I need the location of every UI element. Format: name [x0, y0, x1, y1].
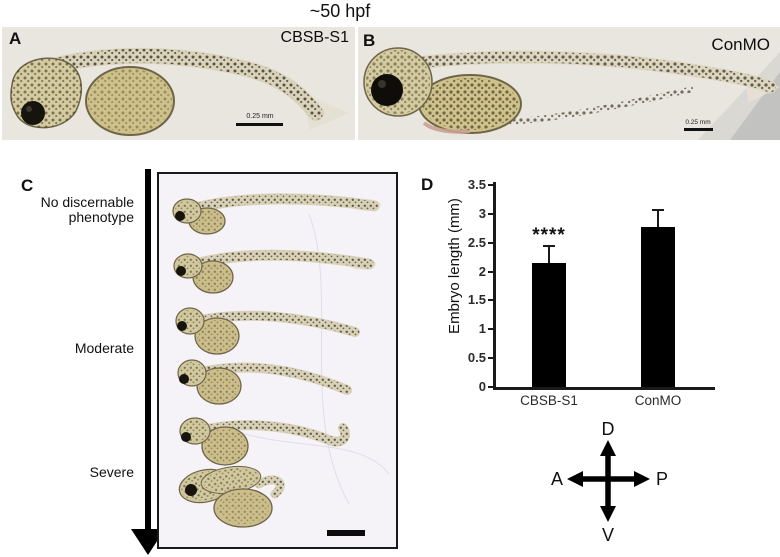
y-tick-mark [488, 212, 493, 215]
x-axis-line [493, 387, 715, 390]
phenotype-series-image [159, 174, 396, 547]
y-tick-label: 2.5 [467, 234, 486, 250]
y-tick-label: 2 [478, 263, 486, 279]
figure-title: ~50 hpf [309, 1, 371, 21]
condition-label-conmo: ConMO [711, 35, 770, 54]
compass-posterior-label: P [655, 469, 668, 489]
y-tick-label: 0.5 [467, 350, 486, 366]
panel-label-c: C [21, 176, 34, 195]
panel-b-photo: B ConMO 0.25 mm [358, 27, 780, 140]
embryo-2 [173, 249, 376, 294]
y-tick-label: 1.5 [467, 292, 486, 308]
scale-bar-b [684, 128, 713, 131]
panel-label-a: A [9, 29, 22, 48]
y-tick-label: 3.5 [467, 177, 486, 192]
y-tick-mark [488, 184, 493, 186]
compass-ventral-label: V [601, 525, 614, 545]
eye [21, 101, 45, 125]
embryo-length-bar-chart: Embryo length (mm) 0 0.5 1 1.5 2 2.5 3 3.5 CBSB-… [420, 163, 730, 418]
panel-label-b: B [363, 31, 376, 50]
y-tick-label: 0 [478, 379, 486, 394]
embryo-5-curled [179, 417, 350, 466]
compass-anterior-label: A [550, 469, 563, 489]
embryo-4 [177, 359, 352, 405]
panel-c-photo [157, 172, 398, 549]
y-tick-label: 1 [478, 321, 486, 337]
y-tick-mark [488, 270, 493, 273]
plot-area: 0 0.5 1 1.5 2 2.5 3 3.5 CBSB-S1 ConMO **** [420, 163, 730, 418]
severity-label-moderate: Moderate [74, 340, 134, 356]
y-axis-line [493, 182, 496, 389]
scale-bar-c [327, 530, 365, 536]
panel-a-photo: A CBSB-S1 0.25 mm [2, 27, 355, 140]
significance-stars: **** [532, 225, 566, 247]
scale-bar-label-a: 0.25 mm [246, 113, 274, 120]
severity-arrow-shaft [145, 169, 151, 530]
embryo-3-moderate [175, 307, 360, 355]
condition-label-cbsb-s1: CBSB-S1 [280, 29, 349, 46]
error-bar-line [548, 245, 550, 263]
scale-bar-a [236, 123, 283, 126]
x-category-label: CBSB-S1 [520, 393, 578, 408]
severity-label-none: No discernable phenotype [40, 194, 134, 225]
y-tick-mark [488, 328, 493, 331]
orientation-cross-arrows [567, 440, 650, 522]
scale-bar-label-b: 0.25 mm [685, 119, 711, 126]
severity-label-severe: Severe [89, 464, 134, 480]
error-bar-cap [652, 209, 664, 212]
y-tick-mark [488, 299, 493, 302]
y-tick-mark [488, 386, 493, 388]
error-bar-cap [543, 245, 555, 248]
bar-cbsb-s1 [532, 262, 566, 387]
error-bar-line [657, 209, 659, 228]
y-tick-mark [488, 241, 493, 244]
y-tick-label: 3 [478, 205, 486, 221]
embryo-image-conmo [358, 27, 780, 140]
orientation-compass: D V A P [540, 415, 680, 555]
panel-label-d: D [421, 175, 434, 194]
x-category-label: ConMO [634, 393, 682, 408]
embryo-image-cbsb-s1 [2, 27, 355, 140]
embryo-1-normal [172, 193, 381, 235]
y-tick-mark [488, 357, 493, 360]
compass-dorsal-label: D [601, 419, 615, 439]
bar-conmo [641, 227, 675, 387]
embryo-6-severe [178, 465, 285, 528]
eye [371, 74, 403, 106]
